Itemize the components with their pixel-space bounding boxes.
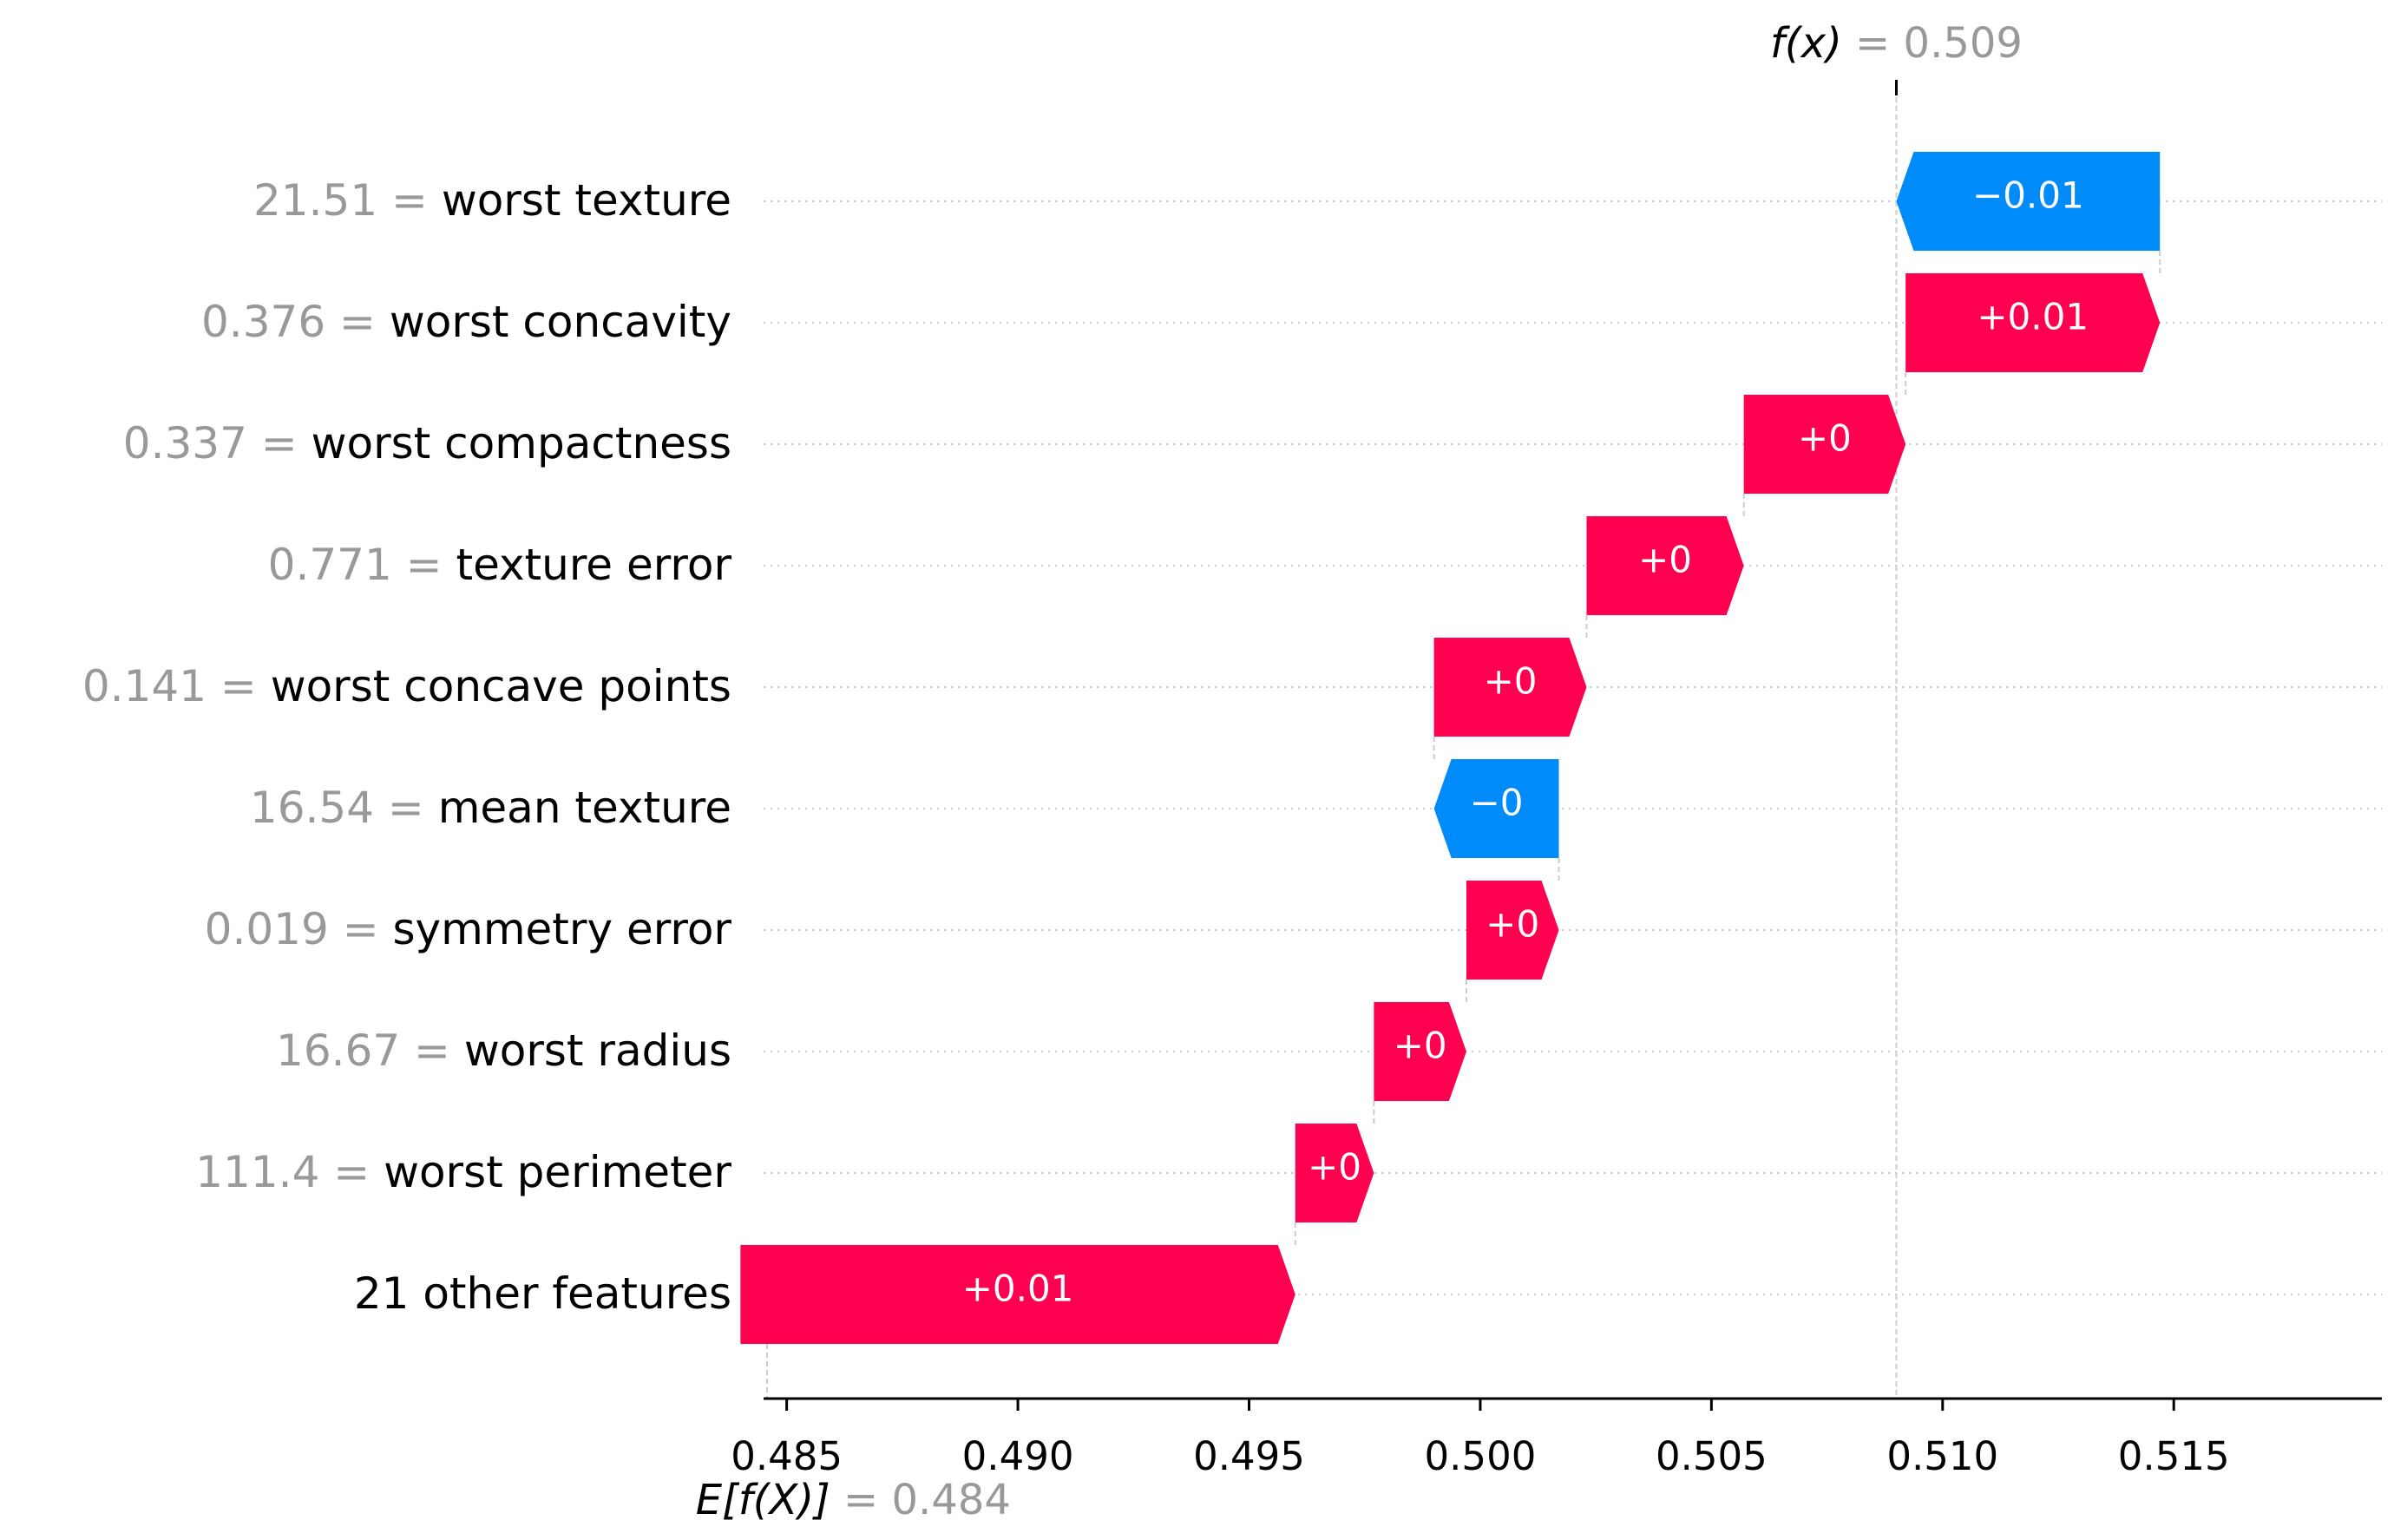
feature-label: 16.54 = mean texture — [250, 783, 731, 833]
feature-label: 0.771 = texture error — [268, 540, 732, 590]
feature-value: 0.337 = — [123, 418, 312, 469]
bar-value-label: +0 — [1798, 417, 1852, 460]
feature-label: 0.141 = worst concave points — [82, 661, 731, 711]
bar-negative — [1896, 152, 2161, 251]
feature-value: 16.67 = — [276, 1026, 464, 1076]
output-value: = 0.509 — [1842, 19, 2023, 68]
feature-name: 21 other features — [354, 1268, 731, 1319]
bar-positive — [1374, 1002, 1466, 1101]
feature-label: 21 other features — [354, 1268, 731, 1319]
base-value-label: E[f(X)] = 0.484 — [696, 1476, 1011, 1524]
bar-negative — [1433, 759, 1559, 858]
feature-name: worst concavity — [390, 297, 731, 347]
x-tick-label: 0.500 — [1425, 1433, 1537, 1479]
bar-value-label: +0 — [1484, 660, 1538, 703]
connector-lines — [766, 80, 2161, 1399]
base-value: = 0.484 — [830, 1476, 1011, 1524]
bar-positive — [740, 1245, 1295, 1344]
feature-label: 0.337 = worst compactness — [123, 418, 731, 469]
x-axis: 0.485 0.490 0.495 0.500 0.505 0.510 0.515 — [731, 1397, 2382, 1479]
bar-positive — [1586, 516, 1744, 615]
base-label: E[f(X)] — [696, 1476, 830, 1524]
feature-labels: 21.51 = worst texture 0.376 = worst conca… — [82, 175, 732, 1319]
feature-name: texture error — [456, 540, 731, 590]
bar-value-label: +0 — [1638, 539, 1692, 581]
feature-value: 111.4 = — [195, 1147, 384, 1197]
feature-value: 0.771 = — [268, 540, 456, 590]
x-tick-label: 0.495 — [1193, 1433, 1305, 1479]
feature-value: 21.51 = — [253, 175, 442, 226]
bar-value-label: +0 — [1486, 903, 1539, 946]
bar-positive — [1743, 395, 1906, 494]
x-tick-label: 0.510 — [1886, 1433, 1998, 1479]
feature-name: worst texture — [442, 175, 731, 226]
bar-value-label: −0 — [1470, 782, 1524, 824]
bar-positive — [1433, 638, 1587, 737]
bar-value-label: +0.01 — [1977, 296, 2089, 338]
bar-value-label: +0 — [1308, 1146, 1361, 1189]
feature-name: worst radius — [464, 1026, 731, 1076]
bar-positive — [1905, 273, 2161, 372]
bar-value-label: +0.01 — [962, 1268, 1074, 1310]
feature-label: 0.019 = symmetry error — [205, 904, 732, 954]
annotations: f(x) = 0.509 E[f(X)] = 0.484 — [696, 19, 2023, 1524]
feature-value: 0.376 = — [201, 297, 390, 347]
feature-name: worst concave points — [271, 661, 731, 711]
x-tick-label: 0.515 — [2118, 1433, 2230, 1479]
bars: −0.01 +0.01 +0 +0 +0 −0 +0 +0 +0 +0.01 — [740, 152, 2161, 1344]
feature-label: 111.4 = worst perimeter — [195, 1147, 731, 1197]
feature-value: 0.141 = — [82, 661, 271, 711]
feature-name: mean texture — [438, 783, 731, 833]
output-value-label: f(x) = 0.509 — [1770, 19, 2023, 68]
feature-label: 21.51 = worst texture — [253, 175, 731, 226]
feature-value: 16.54 = — [250, 783, 438, 833]
x-tick-label: 0.505 — [1656, 1433, 1768, 1479]
x-tick-label: 0.485 — [731, 1433, 843, 1479]
bar-positive — [1295, 1124, 1374, 1222]
bar-value-label: −0.01 — [1972, 174, 2084, 217]
feature-value: 0.019 = — [205, 904, 393, 954]
feature-name: symmetry error — [392, 904, 731, 954]
feature-label: 0.376 = worst concavity — [201, 297, 731, 347]
output-label: f(x) — [1770, 19, 1842, 68]
feature-label: 16.67 = worst radius — [276, 1026, 731, 1076]
feature-name: worst perimeter — [384, 1147, 731, 1197]
bar-positive — [1466, 881, 1559, 980]
bar-value-label: +0 — [1394, 1025, 1447, 1067]
x-tick-label: 0.490 — [962, 1433, 1074, 1479]
feature-name: worst compactness — [312, 418, 731, 469]
